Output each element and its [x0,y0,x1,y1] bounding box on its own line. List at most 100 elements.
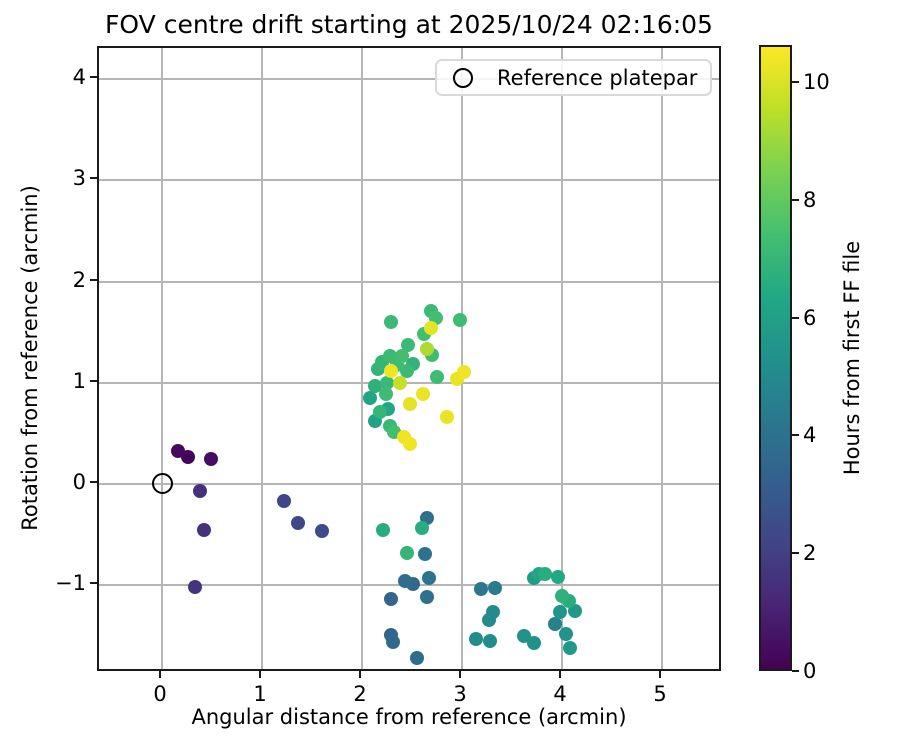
scatter-point [379,386,393,401]
x-tick-label: 1 [253,682,267,706]
scatter-point [422,570,436,585]
x-axis-label: Angular distance from reference (arcmin) [191,705,627,729]
scatter-point [204,451,218,466]
scatter-point [551,569,565,584]
colorbar-tick-label: 0 [803,659,817,683]
scatter-point [416,386,430,401]
x-tick-label: 5 [653,682,667,706]
colorbar-tick [792,81,799,84]
scatter-point [483,633,497,648]
scatter-point [398,573,412,588]
y-tick [90,379,97,382]
scatter-point [420,342,434,357]
colorbar-tick [792,552,799,555]
y-tick-label: 1 [72,368,86,393]
legend-open-circle-icon [453,67,473,88]
y-tick-label: 4 [72,65,86,90]
colorbar-tick-label: 8 [803,187,817,212]
colorbar-tick [792,316,799,319]
scatter-point [563,640,577,655]
scatter-point [373,405,387,420]
y-tick-label: −1 [55,571,86,595]
scatter-point [193,483,207,498]
scatter-point [376,523,390,538]
x-tick-label: 0 [153,682,167,706]
x-tick-label: 3 [453,682,467,706]
scatter-point [553,605,567,620]
x-gridline [161,48,163,669]
x-tick-label: 4 [553,682,567,706]
scatter-point [291,516,305,531]
scatter-point [380,375,394,390]
scatter-point [548,617,562,632]
scatter-point [188,580,202,595]
legend: Reference platepar [435,59,712,96]
scatter-point [568,604,582,619]
x-tick [559,671,561,678]
scatter-point [315,524,329,539]
scatter-point [469,631,483,646]
x-tick-label: 2 [353,682,367,706]
scatter-point [488,581,502,596]
scatter-point [403,396,417,411]
y-tick [90,480,97,483]
colorbar-tick-label: 2 [803,541,817,566]
scatter-point [197,523,211,538]
y-tick [90,278,97,281]
scatter-point [415,521,429,536]
x-tick [259,671,261,678]
scatter-point [424,321,438,336]
scatter-point [386,634,400,649]
scatter-point [395,349,409,364]
x-gridline [361,48,363,669]
scatter-point [527,635,541,650]
x-gridline [661,48,663,669]
scatter-point [555,589,569,604]
colorbar-tick [792,198,799,201]
scatter-point [277,494,291,509]
colorbar [759,45,792,671]
x-tick [359,671,361,678]
colorbar-tick-label: 6 [803,305,817,330]
y-tick-label: 2 [72,267,86,292]
scatter-point [457,364,471,379]
scatter-point [368,378,382,393]
scatter-point [474,582,488,597]
y-tick [90,582,97,584]
x-tick [459,671,461,678]
y-tick [90,76,97,79]
scatter-point [384,315,398,330]
scatter-point [517,628,531,643]
colorbar-tick-label: 4 [803,423,817,448]
scatter-point [538,566,552,581]
legend-label: Reference platepar [497,65,698,90]
scatter-point [400,545,414,560]
scatter-point [401,338,415,353]
x-tick [659,671,661,678]
scatter-point [420,590,434,605]
x-gridline [261,48,263,669]
y-gridline [99,179,719,182]
scatter-point [418,546,432,561]
y-gridline [99,78,719,81]
scatter-point [363,390,377,405]
y-gridline [99,280,719,283]
y-tick [90,177,97,180]
y-gridline [99,482,719,485]
scatter-point [410,650,424,665]
scatter-point [403,437,417,452]
scatter-point [453,313,467,328]
scatter-point [440,410,454,425]
plot-area: Reference platepar [97,46,721,671]
x-gridline [561,48,563,669]
y-gridline [99,381,719,384]
y-tick-label: 0 [72,469,86,494]
colorbar-tick [792,670,799,672]
colorbar-tick [792,434,799,437]
colorbar-tick-label: 10 [803,70,830,95]
y-tick-label: 3 [72,166,86,191]
scatter-point [393,375,407,390]
scatter-point [430,369,444,384]
scatter-point [171,443,185,458]
x-gridline [461,48,463,669]
